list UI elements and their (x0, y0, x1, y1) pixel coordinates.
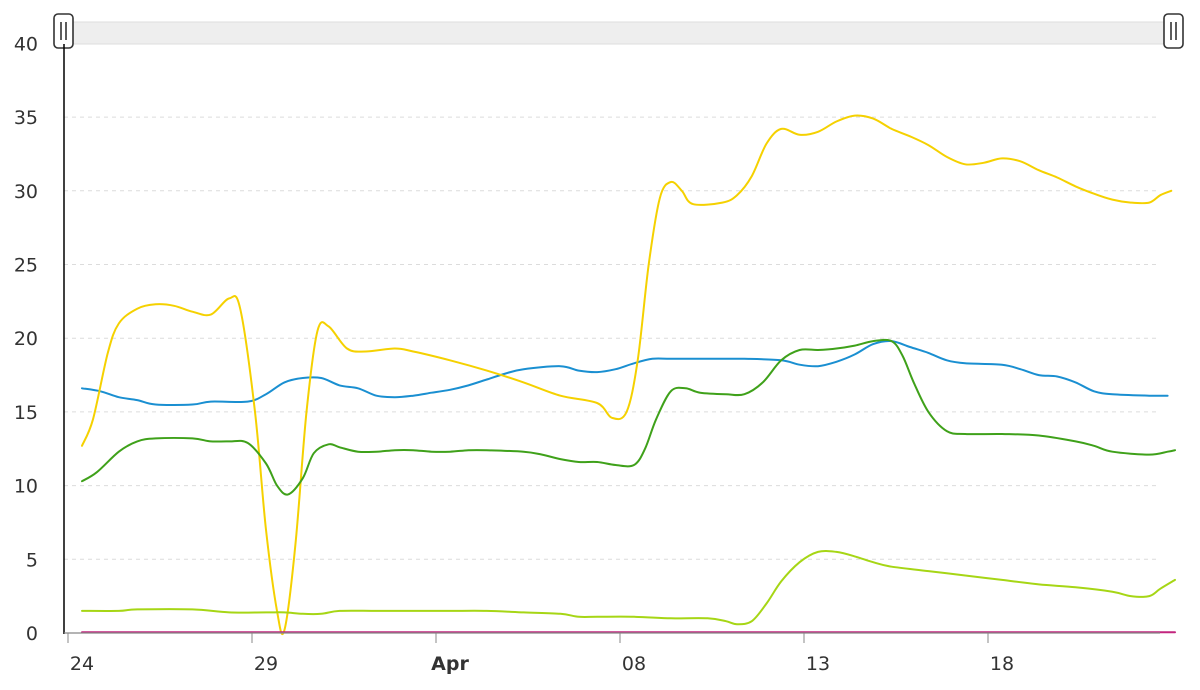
x-tick-label: Apr (431, 653, 469, 675)
grid-lines (64, 42, 1160, 560)
y-tick-label: 30 (14, 181, 38, 203)
series-line-4 (81, 549, 1176, 626)
x-tick-label: 29 (254, 653, 278, 675)
navigator-bar[interactable] (63, 21, 1175, 45)
series-line-3 (81, 338, 1176, 496)
x-axis-ticks: 24 29 Apr 08 13 18 (67, 633, 1014, 675)
x-tick-label: 18 (990, 653, 1014, 675)
y-tick-label: 35 (14, 107, 38, 129)
navigator-right-handle[interactable] (1163, 13, 1184, 49)
x-tick-label: 24 (70, 653, 94, 675)
x-tick-label: 13 (806, 653, 830, 675)
y-tick-label: 0 (26, 623, 38, 645)
series-lines (81, 114, 1176, 636)
x-tick-label: 08 (622, 653, 646, 675)
y-tick-label: 40 (14, 33, 38, 55)
series-line-2 (81, 114, 1173, 636)
y-axis-labels: 0 5 10 15 20 25 30 35 40 (14, 33, 38, 645)
navigator-left-handle[interactable] (53, 13, 74, 49)
y-tick-label: 25 (14, 255, 38, 277)
y-tick-label: 15 (14, 402, 38, 424)
y-tick-label: 10 (14, 476, 38, 498)
range-navigator[interactable] (53, 13, 1184, 49)
y-tick-label: 20 (14, 328, 38, 350)
y-tick-label: 5 (26, 549, 38, 571)
series-line-1 (81, 340, 1169, 406)
